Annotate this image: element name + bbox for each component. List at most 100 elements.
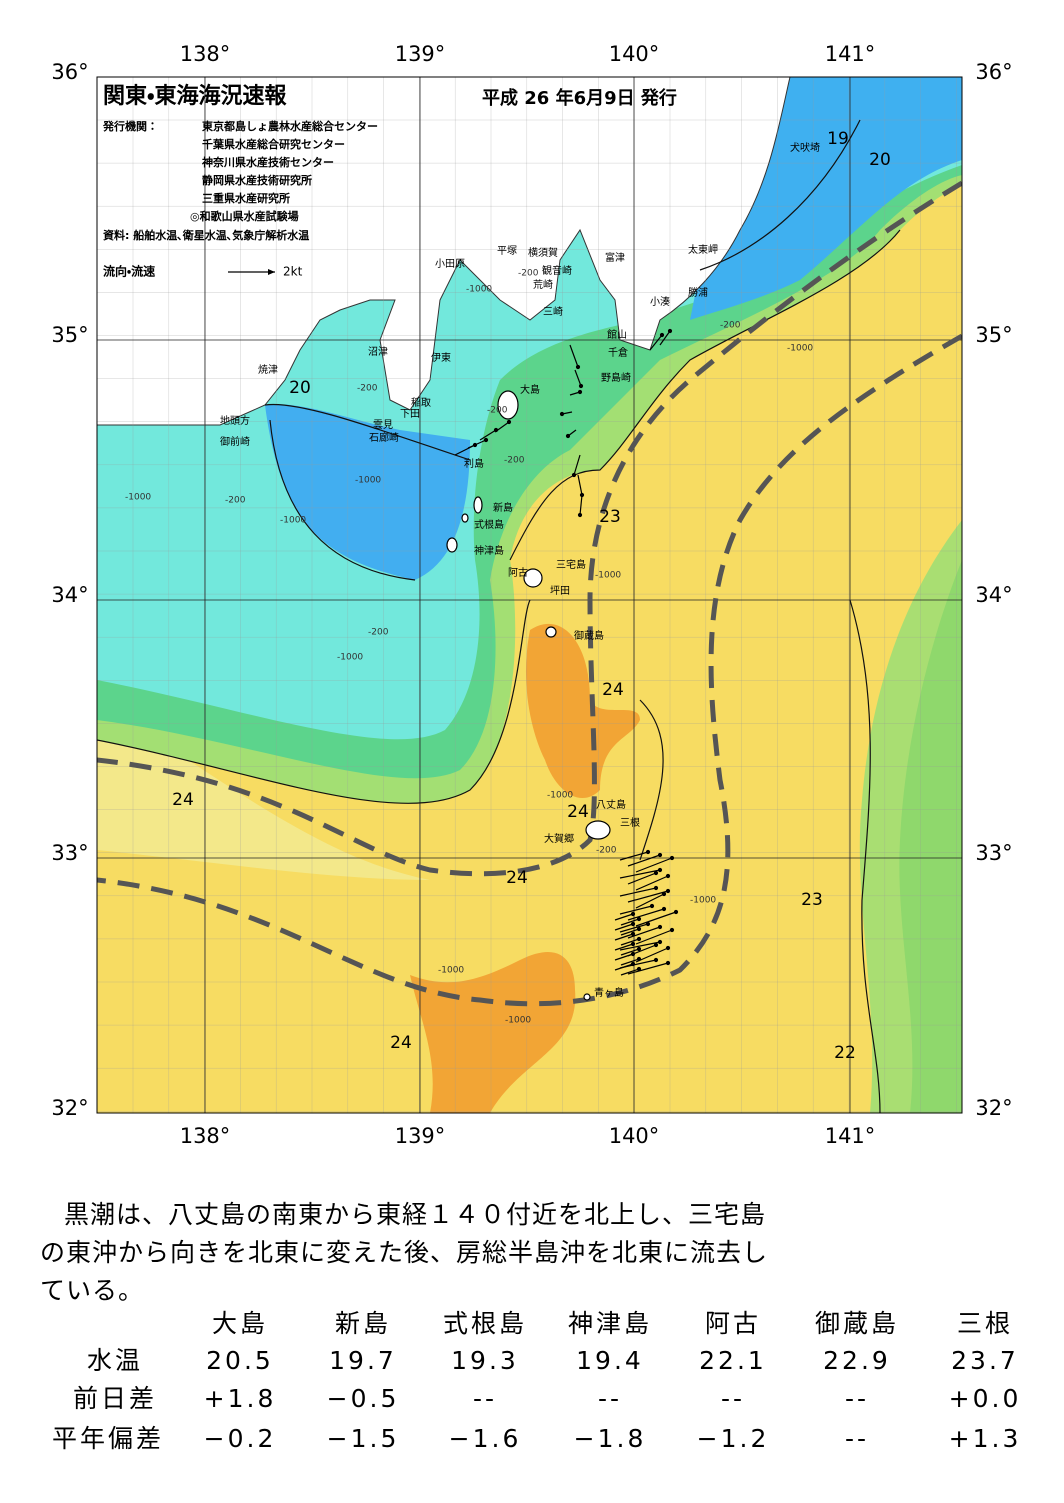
- table-cell: 20.5: [206, 1346, 274, 1375]
- vector-head: [657, 867, 663, 873]
- vector-head: [665, 873, 671, 879]
- place-name: 三宅島: [556, 558, 586, 571]
- lat-label: 33°: [51, 841, 88, 865]
- current-vector: [619, 869, 661, 879]
- lon-label: 138°: [180, 1124, 231, 1148]
- issuer: 東京都島しょ農林水産総合センター: [202, 119, 378, 133]
- place-name: 阿古: [508, 566, 528, 579]
- place-name: 観音崎: [542, 264, 572, 277]
- vector-head: [645, 849, 651, 855]
- isotherm-label: 24: [172, 790, 194, 810]
- vector-head: [669, 927, 675, 933]
- table-cell: −0.2: [204, 1424, 277, 1453]
- lon-label: 140°: [609, 1124, 660, 1148]
- isotherm-label: 23: [801, 890, 823, 910]
- current-vector: [579, 494, 583, 516]
- isotherm-label: 23: [599, 507, 621, 527]
- place-name: 三崎: [543, 305, 563, 318]
- lat-label: 35°: [51, 323, 88, 347]
- table-cell: 19.7: [329, 1346, 397, 1375]
- issuer: 神奈川県水産技術センター: [201, 155, 334, 169]
- vector-head: [653, 942, 659, 948]
- table-cell: --: [598, 1384, 622, 1413]
- legend-arrow-head: [268, 269, 275, 275]
- depth-label: -1000: [595, 571, 621, 581]
- vector-head: [659, 332, 665, 338]
- vector-head: [669, 855, 675, 861]
- place-name: 雲見: [373, 419, 393, 431]
- isotherm-label: 20: [289, 378, 311, 398]
- vector-head: [665, 945, 671, 951]
- current-vector: [620, 948, 640, 956]
- current-vector: [635, 875, 669, 891]
- current-vector: [614, 933, 634, 941]
- vector-head: [559, 411, 565, 417]
- isotherms: [97, 119, 901, 1113]
- isotherm-label: 24: [390, 1033, 412, 1053]
- table-cell: --: [721, 1384, 745, 1413]
- current-vector: [619, 923, 649, 933]
- row-label: 平年偏差: [52, 1424, 164, 1453]
- vector-head: [630, 941, 636, 947]
- place-name: 下田: [400, 409, 420, 420]
- lat-label: 34°: [975, 583, 1012, 607]
- place-name: 横須賀: [528, 246, 558, 259]
- isotherm-label: 20: [869, 150, 891, 170]
- isotherm-label: 19: [827, 129, 849, 149]
- table-cell: −0.5: [327, 1384, 400, 1413]
- vector-head: [657, 924, 663, 930]
- vector-head: [649, 903, 655, 909]
- place-name: 石廊崎: [369, 431, 399, 444]
- place-name: 荒崎: [533, 278, 553, 291]
- table-header: 神津島: [568, 1309, 652, 1338]
- table-cell: 22.1: [699, 1346, 767, 1375]
- current-vector: [467, 439, 487, 449]
- vector-head: [630, 961, 636, 967]
- lat-label: 32°: [975, 1096, 1012, 1120]
- issue-date: 平成 26 年6月9日 発行: [482, 87, 677, 109]
- lat-label: 35°: [975, 323, 1012, 347]
- current-vector: [569, 344, 579, 368]
- current-vector: [627, 962, 669, 975]
- place-name: 式根島: [474, 518, 504, 531]
- vector-head: [636, 936, 642, 942]
- current-vector: [614, 943, 634, 951]
- lon-label: 141°: [825, 42, 876, 66]
- current-vector: [635, 947, 669, 963]
- table-cell: 19.4: [576, 1346, 644, 1375]
- vector-head: [565, 433, 571, 439]
- isotherm-label: 24: [506, 868, 528, 888]
- current-vector: [577, 474, 583, 496]
- vector-head: [667, 328, 673, 334]
- depth-label: -1000: [690, 896, 716, 906]
- table-cell: 19.3: [451, 1346, 519, 1375]
- lon-label: 139°: [395, 42, 446, 66]
- current-vector: [479, 429, 497, 441]
- place-name: 八丈島: [596, 798, 626, 811]
- vector-head: [665, 960, 671, 966]
- vector-head: [665, 888, 671, 894]
- depth-label: -200: [357, 384, 378, 394]
- vector-head: [630, 921, 636, 927]
- current-vector: [649, 334, 663, 351]
- issuer: 三重県水産研究所: [202, 191, 290, 205]
- table-header: 三根: [957, 1309, 1013, 1338]
- current-vector: [574, 369, 582, 387]
- place-name: 沼津: [368, 345, 388, 358]
- vector-head: [661, 891, 667, 897]
- place-name: 焼津: [258, 364, 278, 376]
- place-name: 大賀郷: [544, 832, 574, 845]
- current-vector: [635, 929, 673, 945]
- table-cell: 23.7: [951, 1346, 1019, 1375]
- lon-label: 138°: [180, 42, 231, 66]
- depth-label: -200: [225, 496, 246, 506]
- vector-head: [577, 389, 583, 395]
- place-name: 三根: [620, 816, 640, 829]
- vector-head: [630, 951, 636, 957]
- current-vector: [627, 908, 665, 921]
- table-header: 御蔵島: [815, 1309, 899, 1338]
- isotherm-label: 24: [567, 802, 589, 822]
- lon-label: 139°: [395, 1124, 446, 1148]
- isotherm-label: 24: [602, 680, 624, 700]
- issuer: 静岡県水産技術研究所: [202, 173, 312, 187]
